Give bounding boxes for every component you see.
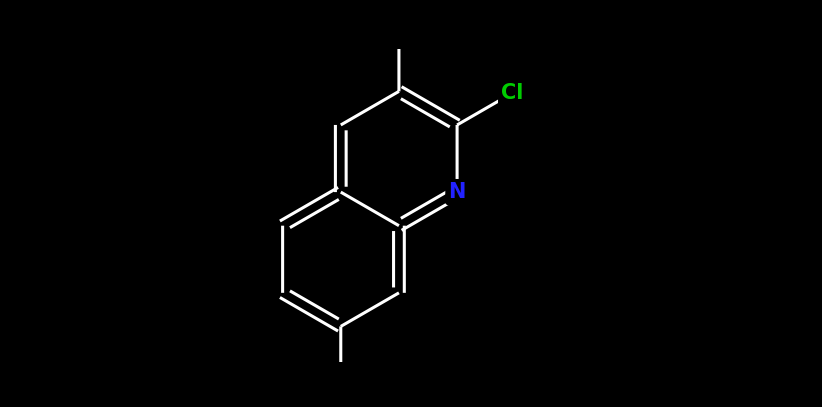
Text: Cl: Cl <box>501 83 524 103</box>
Text: N: N <box>449 182 466 202</box>
